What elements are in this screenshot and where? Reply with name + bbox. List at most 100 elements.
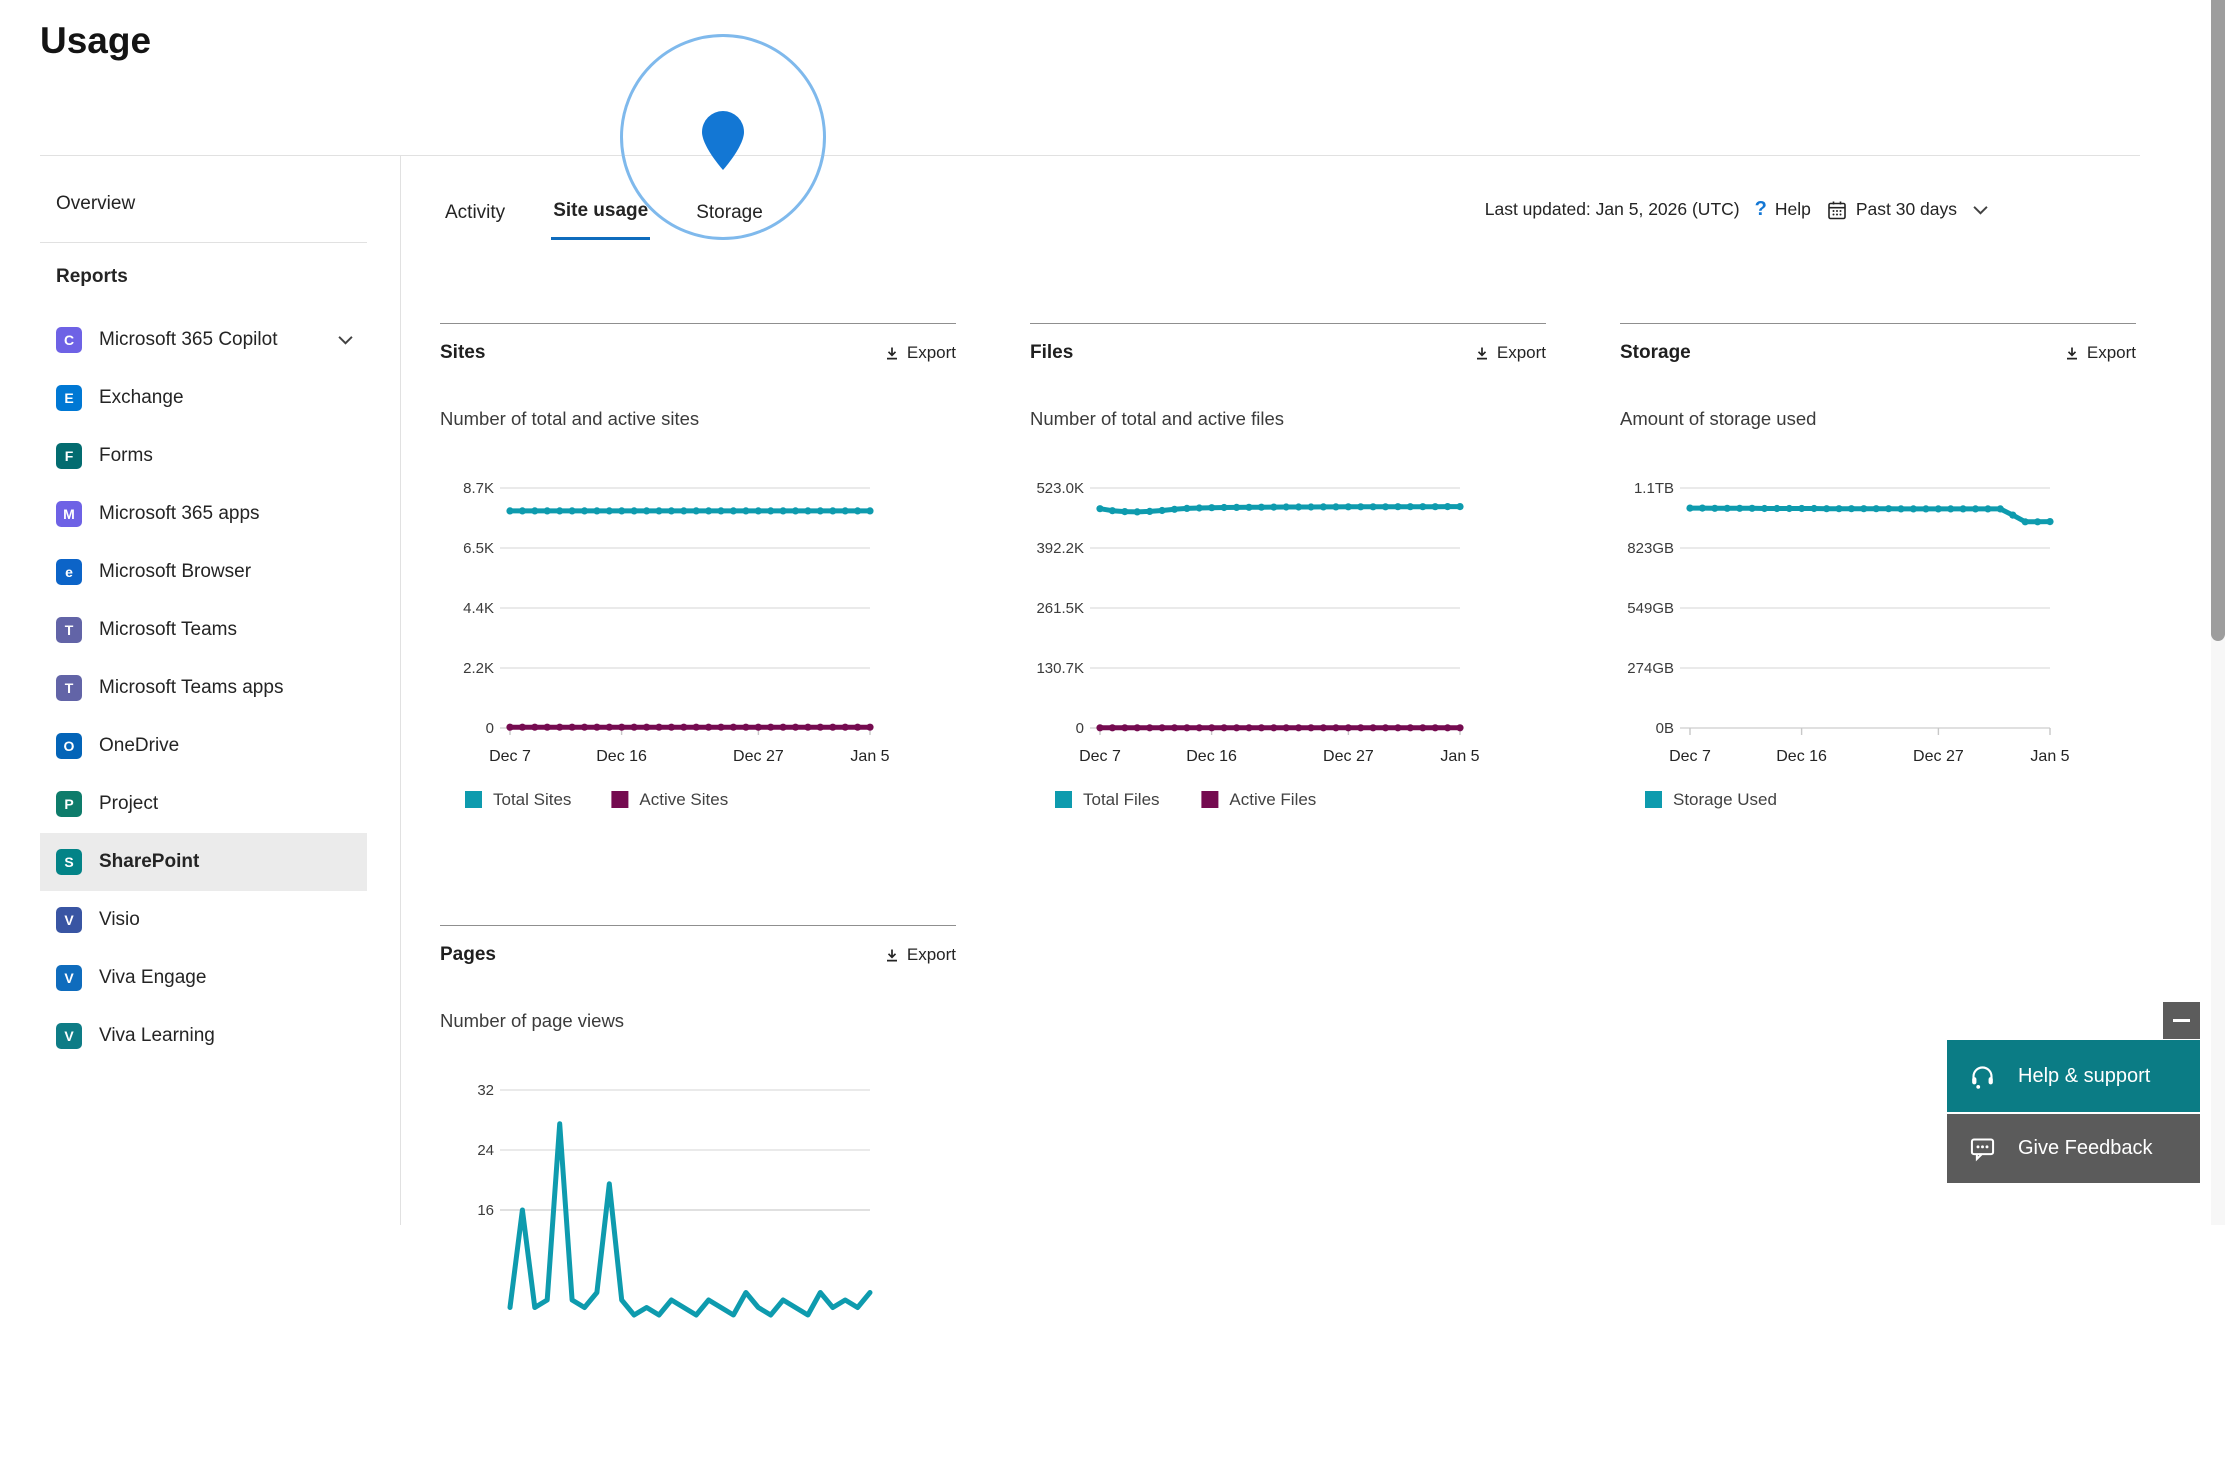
report-toolbar: Last updated: Jan 5, 2026 (UTC) ? Help P…	[1485, 198, 1988, 221]
download-icon	[1476, 347, 1487, 360]
svg-text:Jan 5: Jan 5	[850, 748, 889, 765]
viva-engage-icon: V	[56, 965, 82, 991]
svg-text:Dec 27: Dec 27	[1913, 748, 1964, 765]
storage-export-button[interactable]: Export	[2064, 343, 2136, 363]
svg-text:130.7K: 130.7K	[1036, 660, 1084, 677]
sidebar-item-visio[interactable]: V Visio	[40, 891, 367, 949]
sidebar-item-label: Microsoft Teams apps	[99, 677, 284, 698]
teams-apps-icon: T	[56, 675, 82, 701]
sidebar-item-label: SharePoint	[99, 851, 200, 872]
sidebar-item-microsoft-teams[interactable]: T Microsoft Teams	[40, 601, 367, 659]
svg-text:261.5K: 261.5K	[1036, 600, 1084, 617]
help-and-support-label: Help & support	[2018, 1064, 2151, 1087]
svg-text:Dec 16: Dec 16	[1186, 748, 1237, 765]
location-pin-icon	[702, 111, 744, 170]
project-icon: P	[56, 791, 82, 817]
last-updated-text: Last updated: Jan 5, 2026 (UTC)	[1484, 199, 1740, 219]
feedback-icon	[1970, 1138, 1995, 1162]
viva-learning-icon: V	[56, 1023, 82, 1049]
files-export-button[interactable]: Export	[1474, 343, 1546, 363]
sidebar-item-microsoft-browser[interactable]: e Microsoft Browser	[40, 543, 367, 601]
sidebar-item-label: Viva Engage	[99, 967, 207, 988]
pages-chart: 32 24 16	[477, 1082, 873, 1318]
sidebar-item-label: Microsoft 365 apps	[99, 503, 260, 524]
svg-text:1.1TB: 1.1TB	[1634, 480, 1674, 497]
export-label: Export	[906, 343, 956, 362]
svg-text:Dec 27: Dec 27	[733, 748, 784, 765]
minimize-help-widget-button[interactable]	[2163, 1002, 2200, 1039]
svg-text:823GB: 823GB	[1627, 540, 1674, 557]
date-range-label: Past 30 days	[1855, 199, 1957, 219]
sidebar-item-label: OneDrive	[99, 735, 180, 756]
svg-text:Dec 16: Dec 16	[596, 748, 647, 765]
chevron-down-icon	[338, 329, 353, 351]
pages-export-button[interactable]: Export	[884, 945, 956, 965]
sites-export-button[interactable]: Export	[884, 343, 956, 363]
headset-icon	[1972, 1065, 1993, 1089]
card-title: Storage	[1620, 342, 1691, 363]
sidebar-item-overview[interactable]: Overview	[40, 182, 367, 226]
help-button[interactable]: ? Help	[1755, 198, 1811, 221]
card-title: Pages	[440, 944, 496, 965]
sidebar-item-sharepoint[interactable]: S SharePoint	[40, 833, 367, 891]
storage-chart: 1.1TB 823GB 549GB 274GB 0B Dec 7 Dec 16 Dec 27 J…	[1627, 480, 2069, 809]
exchange-icon: E	[56, 385, 82, 411]
card-title: Sites	[440, 342, 486, 363]
sidebar-item-label: Microsoft Teams	[99, 619, 237, 640]
tab-site-usage[interactable]: Site usage	[551, 200, 651, 240]
sidebar-main-divider	[400, 156, 401, 1225]
give-feedback-label: Give Feedback	[2018, 1137, 2153, 1159]
sidebar-item-label: Microsoft Browser	[99, 561, 252, 582]
sidebar-item-label: Visio	[99, 909, 140, 930]
svg-text:Total Sites: Total Sites	[493, 790, 571, 809]
microsoft-365-apps-icon: M	[56, 501, 82, 527]
tab-activity[interactable]: Activity	[443, 200, 507, 240]
svg-text:549GB: 549GB	[1627, 600, 1674, 617]
scrollbar-thumb[interactable]	[2211, 0, 2225, 641]
storage-card: Storage Export Amount of storage used 1.1TB…	[1620, 323, 2136, 833]
svg-text:274GB: 274GB	[1627, 660, 1674, 677]
page-title: Usage	[40, 20, 152, 61]
give-feedback-button[interactable]: Give Feedback	[1947, 1114, 2200, 1183]
teams-icon: T	[56, 617, 82, 643]
sidebar-item-label: Viva Learning	[99, 1025, 215, 1046]
card-subtitle: Number of page views	[440, 1010, 625, 1031]
svg-text:4.4K: 4.4K	[463, 600, 494, 617]
date-range-dropdown[interactable]: Past 30 days	[1826, 199, 1988, 221]
sidebar-item-microsoft-365-copilot[interactable]: C Microsoft 365 Copilot	[40, 311, 367, 369]
pages-card: Pages Export Number of page views 32 24 16	[440, 925, 956, 1460]
sidebar-item-onedrive[interactable]: O OneDrive	[40, 717, 367, 775]
onedrive-icon: O	[56, 733, 82, 759]
sidebar-item-viva-learning[interactable]: V Viva Learning	[40, 1007, 367, 1065]
sites-chart: 8.7K 6.5K 4.4K 2.2K 0 Dec 7 Dec 16 Dec 27 Jan 5 T…	[463, 480, 890, 809]
sidebar-item-project[interactable]: P Project	[40, 775, 367, 833]
visio-icon: V	[56, 907, 82, 933]
question-mark-icon: ?	[1754, 198, 1767, 220]
svg-text:392.2K: 392.2K	[1036, 540, 1084, 557]
svg-text:16: 16	[477, 1202, 494, 1219]
overview-label: Overview	[56, 193, 136, 214]
sidebar-item-exchange[interactable]: E Exchange	[40, 369, 367, 427]
svg-text:0: 0	[486, 720, 494, 737]
svg-text:Active Sites: Active Sites	[639, 790, 728, 809]
copilot-icon: C	[56, 327, 82, 353]
svg-text:24: 24	[477, 1142, 494, 1159]
sidebar-item-microsoft-365-apps[interactable]: M Microsoft 365 apps	[40, 485, 367, 543]
svg-text:2.2K: 2.2K	[463, 660, 494, 677]
sidebar-item-label: Microsoft 365 Copilot	[99, 329, 278, 350]
chevron-down-icon	[1973, 205, 1988, 215]
svg-text:0B: 0B	[1656, 720, 1674, 737]
card-subtitle: Number of total and active sites	[440, 408, 700, 429]
card-subtitle: Number of total and active files	[1030, 408, 1284, 429]
svg-text:Total Files: Total Files	[1083, 790, 1160, 809]
sidebar-item-forms[interactable]: F Forms	[40, 427, 367, 485]
files-card: Files Export Number of total and active fi…	[1030, 323, 1546, 833]
help-and-support-button[interactable]: Help & support	[1947, 1040, 2200, 1112]
sidebar-item-microsoft-teams-apps[interactable]: T Microsoft Teams apps	[40, 659, 367, 717]
sidebar-item-label: Forms	[99, 445, 153, 466]
svg-text:Dec 7: Dec 7	[1079, 748, 1121, 765]
sharepoint-icon: S	[56, 849, 82, 875]
card-subtitle: Amount of storage used	[1620, 408, 1817, 429]
files-chart: 523.0K 392.2K 261.5K 130.7K 0 Dec 7 Dec 16 Dec …	[1036, 480, 1479, 809]
sidebar-item-viva-engage[interactable]: V Viva Engage	[40, 949, 367, 1007]
